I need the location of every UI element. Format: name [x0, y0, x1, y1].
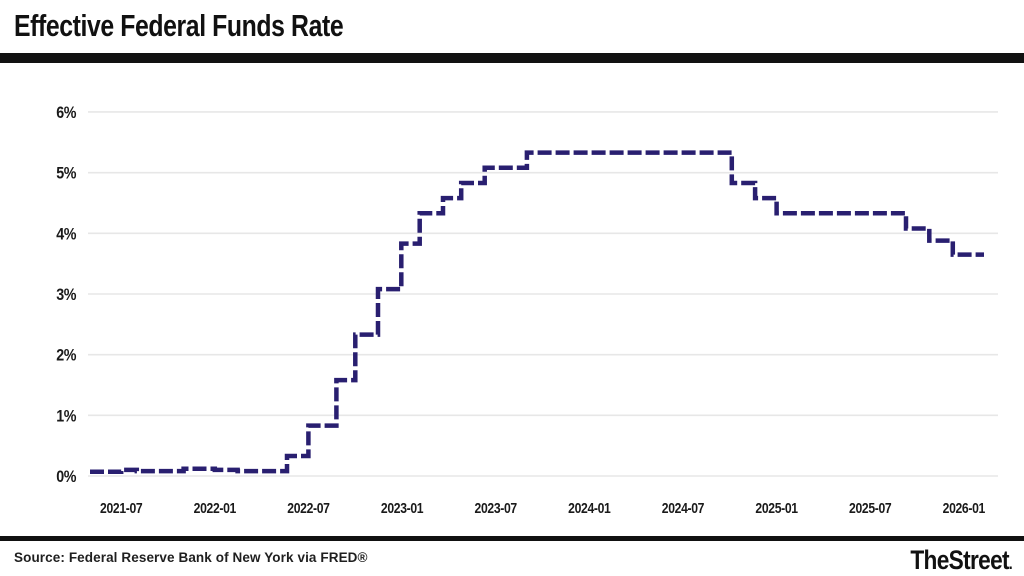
x-tick-label: 2025-07	[849, 500, 891, 516]
header-rule	[0, 53, 1024, 63]
y-tick-label: 6%	[56, 104, 76, 122]
source-text: Source: Federal Reserve Bank of New York…	[14, 550, 368, 565]
y-tick-label: 1%	[56, 407, 76, 425]
y-tick-label: 5%	[56, 165, 76, 183]
x-tick-label: 2021-07	[100, 500, 142, 516]
x-tick-label: 2023-07	[475, 500, 517, 516]
x-tick-label: 2026-01	[943, 500, 986, 516]
y-tick-label: 4%	[56, 225, 76, 243]
x-tick-label: 2022-07	[287, 500, 329, 516]
x-tick-label: 2025-01	[755, 500, 798, 516]
footer-rule	[0, 536, 1024, 541]
x-tick-label: 2024-07	[662, 500, 704, 516]
brand-name: TheStreet	[910, 545, 1009, 575]
x-tick-label: 2022-01	[194, 500, 237, 516]
brand-logo: TheStreet.	[910, 545, 1012, 576]
y-tick-label: 0%	[56, 468, 76, 486]
x-tick-label: 2023-01	[381, 500, 424, 516]
page-title: Effective Federal Funds Rate	[14, 8, 344, 43]
brand-dot: .	[1008, 555, 1013, 573]
y-tick-label: 2%	[56, 347, 76, 365]
x-tick-label: 2024-01	[568, 500, 611, 516]
rate-line	[90, 150, 984, 475]
y-tick-label: 3%	[56, 286, 76, 304]
